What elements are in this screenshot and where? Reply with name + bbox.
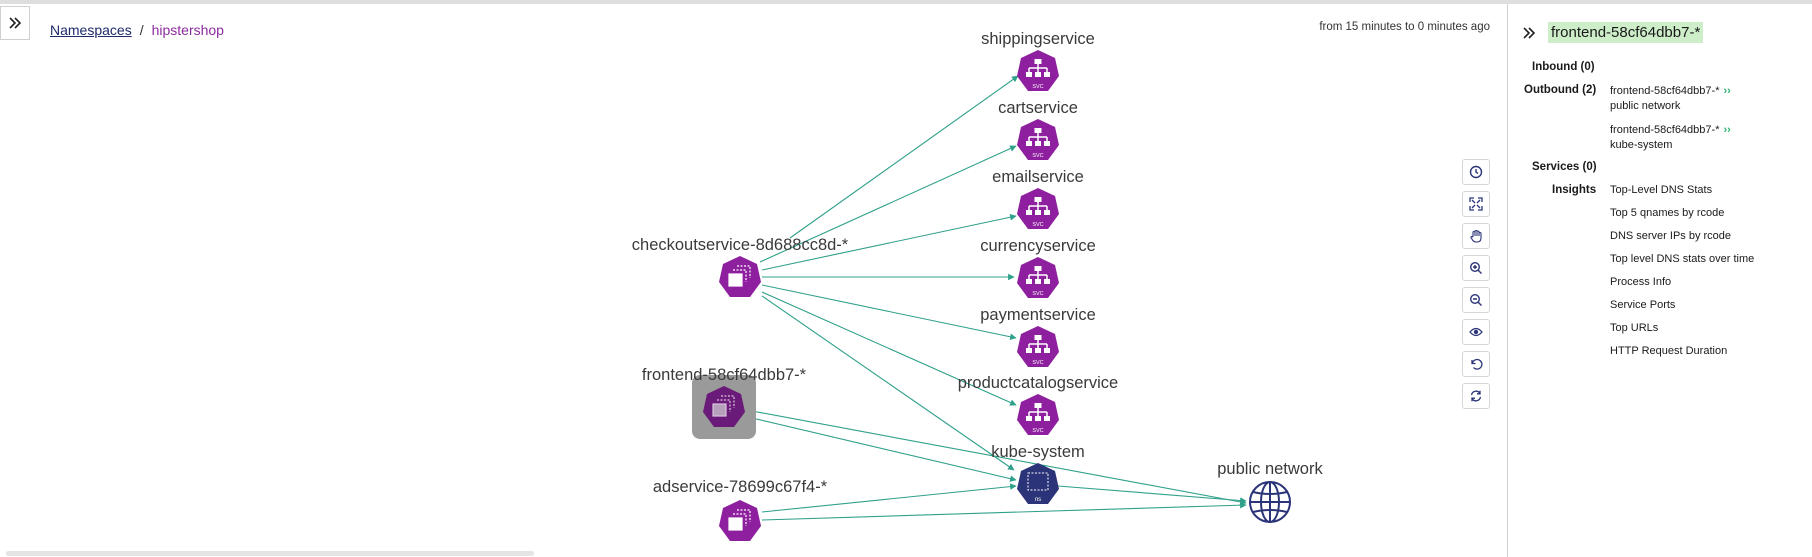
breadcrumb: Namespaces / hipstershop bbox=[50, 22, 224, 38]
node-public-network[interactable] bbox=[1249, 481, 1291, 523]
insight-link[interactable]: HTTP Request Duration bbox=[1610, 345, 1728, 357]
node-frontend-selected[interactable] bbox=[692, 375, 756, 439]
zoom-out-icon bbox=[1469, 293, 1482, 306]
node-badge: SVC bbox=[1032, 360, 1043, 366]
node-kube-system[interactable]: ns bbox=[1017, 463, 1059, 504]
double-chevron-right-icon bbox=[9, 17, 22, 29]
outbound-item[interactable]: frontend-58cf64dbb7-* ›› kube-system bbox=[1610, 123, 1731, 153]
insight-link[interactable]: Service Ports bbox=[1610, 299, 1676, 311]
outbound-label: Outbound (2) bbox=[1524, 84, 1597, 96]
node-badge: ns bbox=[1035, 497, 1041, 503]
node-checkoutservice[interactable] bbox=[719, 256, 761, 297]
insight-link[interactable]: Top-Level DNS Stats bbox=[1610, 184, 1713, 196]
undo-button[interactable] bbox=[1462, 351, 1490, 377]
horizontal-scrollbar[interactable] bbox=[6, 551, 534, 556]
panel-header: frontend-58cf64dbb7-* bbox=[1522, 22, 1704, 43]
insights-label: Insights bbox=[1552, 184, 1597, 196]
double-chevron-right-icon: ›› bbox=[1723, 124, 1731, 136]
node-label-cartservice: cartservice bbox=[998, 99, 1078, 117]
refresh-icon bbox=[1470, 390, 1482, 402]
node-badge: SVC bbox=[1032, 291, 1043, 297]
eye-icon bbox=[1469, 327, 1483, 337]
zoom-in-button[interactable] bbox=[1462, 255, 1490, 281]
double-chevron-right-icon: ›› bbox=[1723, 85, 1731, 97]
edge-checkout-productcatalog bbox=[761, 291, 1017, 406]
globe-icon bbox=[1249, 481, 1291, 523]
outbound-item[interactable]: frontend-58cf64dbb7-* ›› public network bbox=[1610, 84, 1731, 114]
edge-checkout-email bbox=[761, 214, 1017, 271]
insight-link[interactable]: Process Info bbox=[1610, 276, 1672, 288]
edge-checkout-cart bbox=[759, 145, 1017, 263]
node-label-currencyservice: currencyservice bbox=[980, 237, 1096, 255]
node-badge: SVC bbox=[1032, 84, 1043, 90]
pod-icon bbox=[728, 509, 751, 531]
insight-link[interactable]: DNS server IPs by rcode bbox=[1610, 230, 1732, 242]
node-label-paymentservice: paymentservice bbox=[980, 306, 1096, 324]
services-label: Services (0) bbox=[1532, 161, 1597, 173]
node-badge: SVC bbox=[1032, 222, 1043, 228]
edge-kubesystem-public bbox=[1057, 485, 1247, 504]
fit-screen-button[interactable] bbox=[1462, 191, 1490, 217]
collapse-panel-icon[interactable] bbox=[1522, 26, 1536, 40]
insight-link[interactable]: Top 5 qnames by rcode bbox=[1610, 207, 1725, 219]
namespace-icon bbox=[1027, 472, 1049, 491]
expand-sidebar-button[interactable] bbox=[0, 6, 30, 40]
visibility-button[interactable] bbox=[1462, 319, 1490, 345]
node-productcatalogservice[interactable]: SVC bbox=[1017, 394, 1059, 435]
node-label-kube-system: kube-system bbox=[991, 443, 1085, 461]
top-border bbox=[0, 0, 1812, 4]
outbound-source: frontend-58cf64dbb7-* bbox=[1610, 124, 1720, 136]
refresh-button[interactable] bbox=[1462, 383, 1490, 409]
time-range-button[interactable] bbox=[1462, 159, 1490, 185]
edge-checkout-kubesystem bbox=[761, 295, 1015, 471]
outbound-source: frontend-58cf64dbb7-* bbox=[1610, 85, 1720, 97]
zoom-out-button[interactable] bbox=[1462, 287, 1490, 313]
node-label-emailservice: emailservice bbox=[992, 168, 1084, 186]
edge-checkout-payment bbox=[761, 284, 1017, 341]
edge-ad-public bbox=[761, 501, 1247, 521]
edge-frontend-public bbox=[751, 410, 1247, 506]
undo-icon bbox=[1471, 358, 1483, 370]
graph-toolbar bbox=[1462, 159, 1492, 409]
node-currencyservice[interactable]: SVC bbox=[1017, 257, 1059, 298]
fit-screen-icon bbox=[1469, 197, 1483, 211]
zoom-in-icon bbox=[1469, 261, 1482, 274]
breadcrumb-current: hipstershop bbox=[151, 22, 224, 38]
node-label-shippingservice: shippingservice bbox=[981, 30, 1095, 48]
breadcrumb-namespaces-link[interactable]: Namespaces bbox=[50, 22, 132, 38]
outbound-target: public network bbox=[1610, 100, 1681, 112]
node-paymentservice[interactable]: SVC bbox=[1017, 326, 1059, 367]
node-label-adservice: adservice-78699c67f4-* bbox=[653, 478, 828, 496]
pan-hand-icon bbox=[1470, 229, 1482, 243]
pod-icon bbox=[712, 395, 735, 417]
pod-icon bbox=[728, 265, 751, 287]
clock-icon bbox=[1469, 165, 1483, 179]
node-adservice[interactable] bbox=[719, 500, 761, 541]
node-cartservice[interactable]: SVC bbox=[1017, 119, 1059, 160]
node-shippingservice[interactable]: SVC bbox=[1017, 50, 1059, 91]
topology-graph[interactable]: SVC shippingservice SVC cartservice SVC … bbox=[0, 0, 1507, 557]
node-badge: SVC bbox=[1032, 153, 1043, 159]
node-label-public-network: public network bbox=[1217, 460, 1323, 478]
edge-checkout-shipping bbox=[789, 75, 1019, 239]
edge-frontend-kubesystem bbox=[751, 417, 1017, 482]
details-panel: frontend-58cf64dbb7-* Inbound (0) Outbou… bbox=[1508, 4, 1812, 557]
panel-title: frontend-58cf64dbb7-* bbox=[1548, 22, 1704, 43]
edge-ad-kubesystem bbox=[761, 483, 1017, 513]
node-label-frontend: frontend-58cf64dbb7-* bbox=[642, 366, 807, 384]
breadcrumb-separator: / bbox=[139, 22, 144, 38]
outbound-target: kube-system bbox=[1610, 139, 1673, 151]
pan-button[interactable] bbox=[1462, 223, 1490, 249]
inbound-label: Inbound (0) bbox=[1532, 61, 1595, 73]
insight-link[interactable]: Top URLs bbox=[1610, 322, 1659, 334]
node-emailservice[interactable]: SVC bbox=[1017, 188, 1059, 229]
graph-edges bbox=[751, 75, 1247, 521]
insight-link[interactable]: Top level DNS stats over time bbox=[1610, 253, 1755, 265]
node-label-checkoutservice: checkoutservice-8d688cc8d-* bbox=[632, 236, 849, 254]
node-badge: SVC bbox=[1032, 428, 1043, 434]
panel-divider[interactable] bbox=[1507, 4, 1508, 557]
time-range-label: from 15 minutes to 0 minutes ago bbox=[1319, 21, 1490, 33]
node-label-productcatalogservice: productcatalogservice bbox=[958, 374, 1119, 392]
